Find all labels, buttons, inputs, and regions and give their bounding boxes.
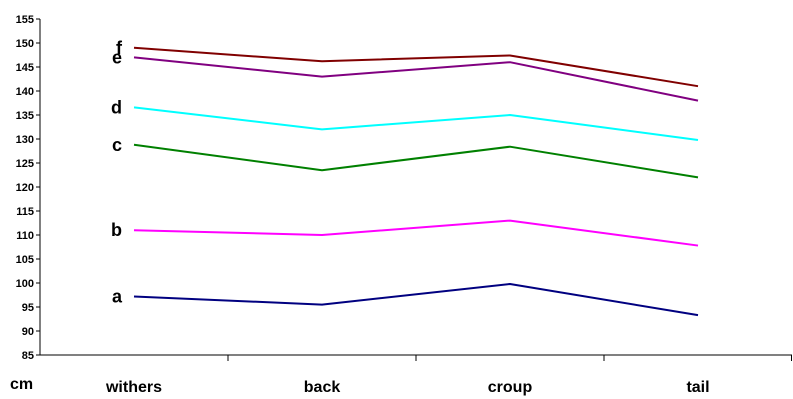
series-line-e xyxy=(133,56,699,102)
series-label-f: f xyxy=(116,38,123,58)
y-tick-label: 140 xyxy=(16,86,34,98)
y-axis-ticks: 85 90 95 100 105 110 115 120 125 130 135 140 145 150 1… xyxy=(16,14,40,362)
series-label-e: e xyxy=(112,47,122,67)
series-line-b xyxy=(133,219,699,247)
y-tick-label: 100 xyxy=(16,278,34,290)
y-tick-label: 90 xyxy=(22,326,34,338)
series-label-d: d xyxy=(111,97,122,117)
y-tick-label: 105 xyxy=(16,254,34,266)
y-tick-label: 155 xyxy=(16,14,34,26)
series-line-f xyxy=(133,46,699,88)
y-tick-label: 85 xyxy=(22,350,34,362)
series-line-d xyxy=(133,106,699,141)
series-lines xyxy=(133,46,699,317)
series-label-b: b xyxy=(111,220,122,240)
y-tick-label: 110 xyxy=(16,230,34,242)
y-tick-label: 125 xyxy=(16,158,34,170)
x-tick-label: back xyxy=(304,379,341,396)
y-tick-label: 115 xyxy=(16,206,34,218)
y-axis-unit-label: cm xyxy=(10,376,33,393)
series-label-c: c xyxy=(112,135,122,155)
y-tick-label: 130 xyxy=(16,134,34,146)
series-line-a xyxy=(133,282,699,317)
x-tick-label: tail xyxy=(686,379,709,396)
y-tick-label: 135 xyxy=(16,110,34,122)
y-tick-label: 145 xyxy=(16,62,34,74)
x-tick-label: croup xyxy=(488,379,533,396)
series-line-c xyxy=(133,143,699,179)
series-label-a: a xyxy=(112,286,123,306)
y-tick-label: 95 xyxy=(22,302,34,314)
x-axis-ticks: withers back croup tail xyxy=(105,355,792,396)
y-tick-label: 120 xyxy=(16,182,34,194)
x-tick-label: withers xyxy=(105,379,162,396)
y-tick-label: 150 xyxy=(16,38,34,50)
series-labels: a b cd ef xyxy=(111,38,123,307)
